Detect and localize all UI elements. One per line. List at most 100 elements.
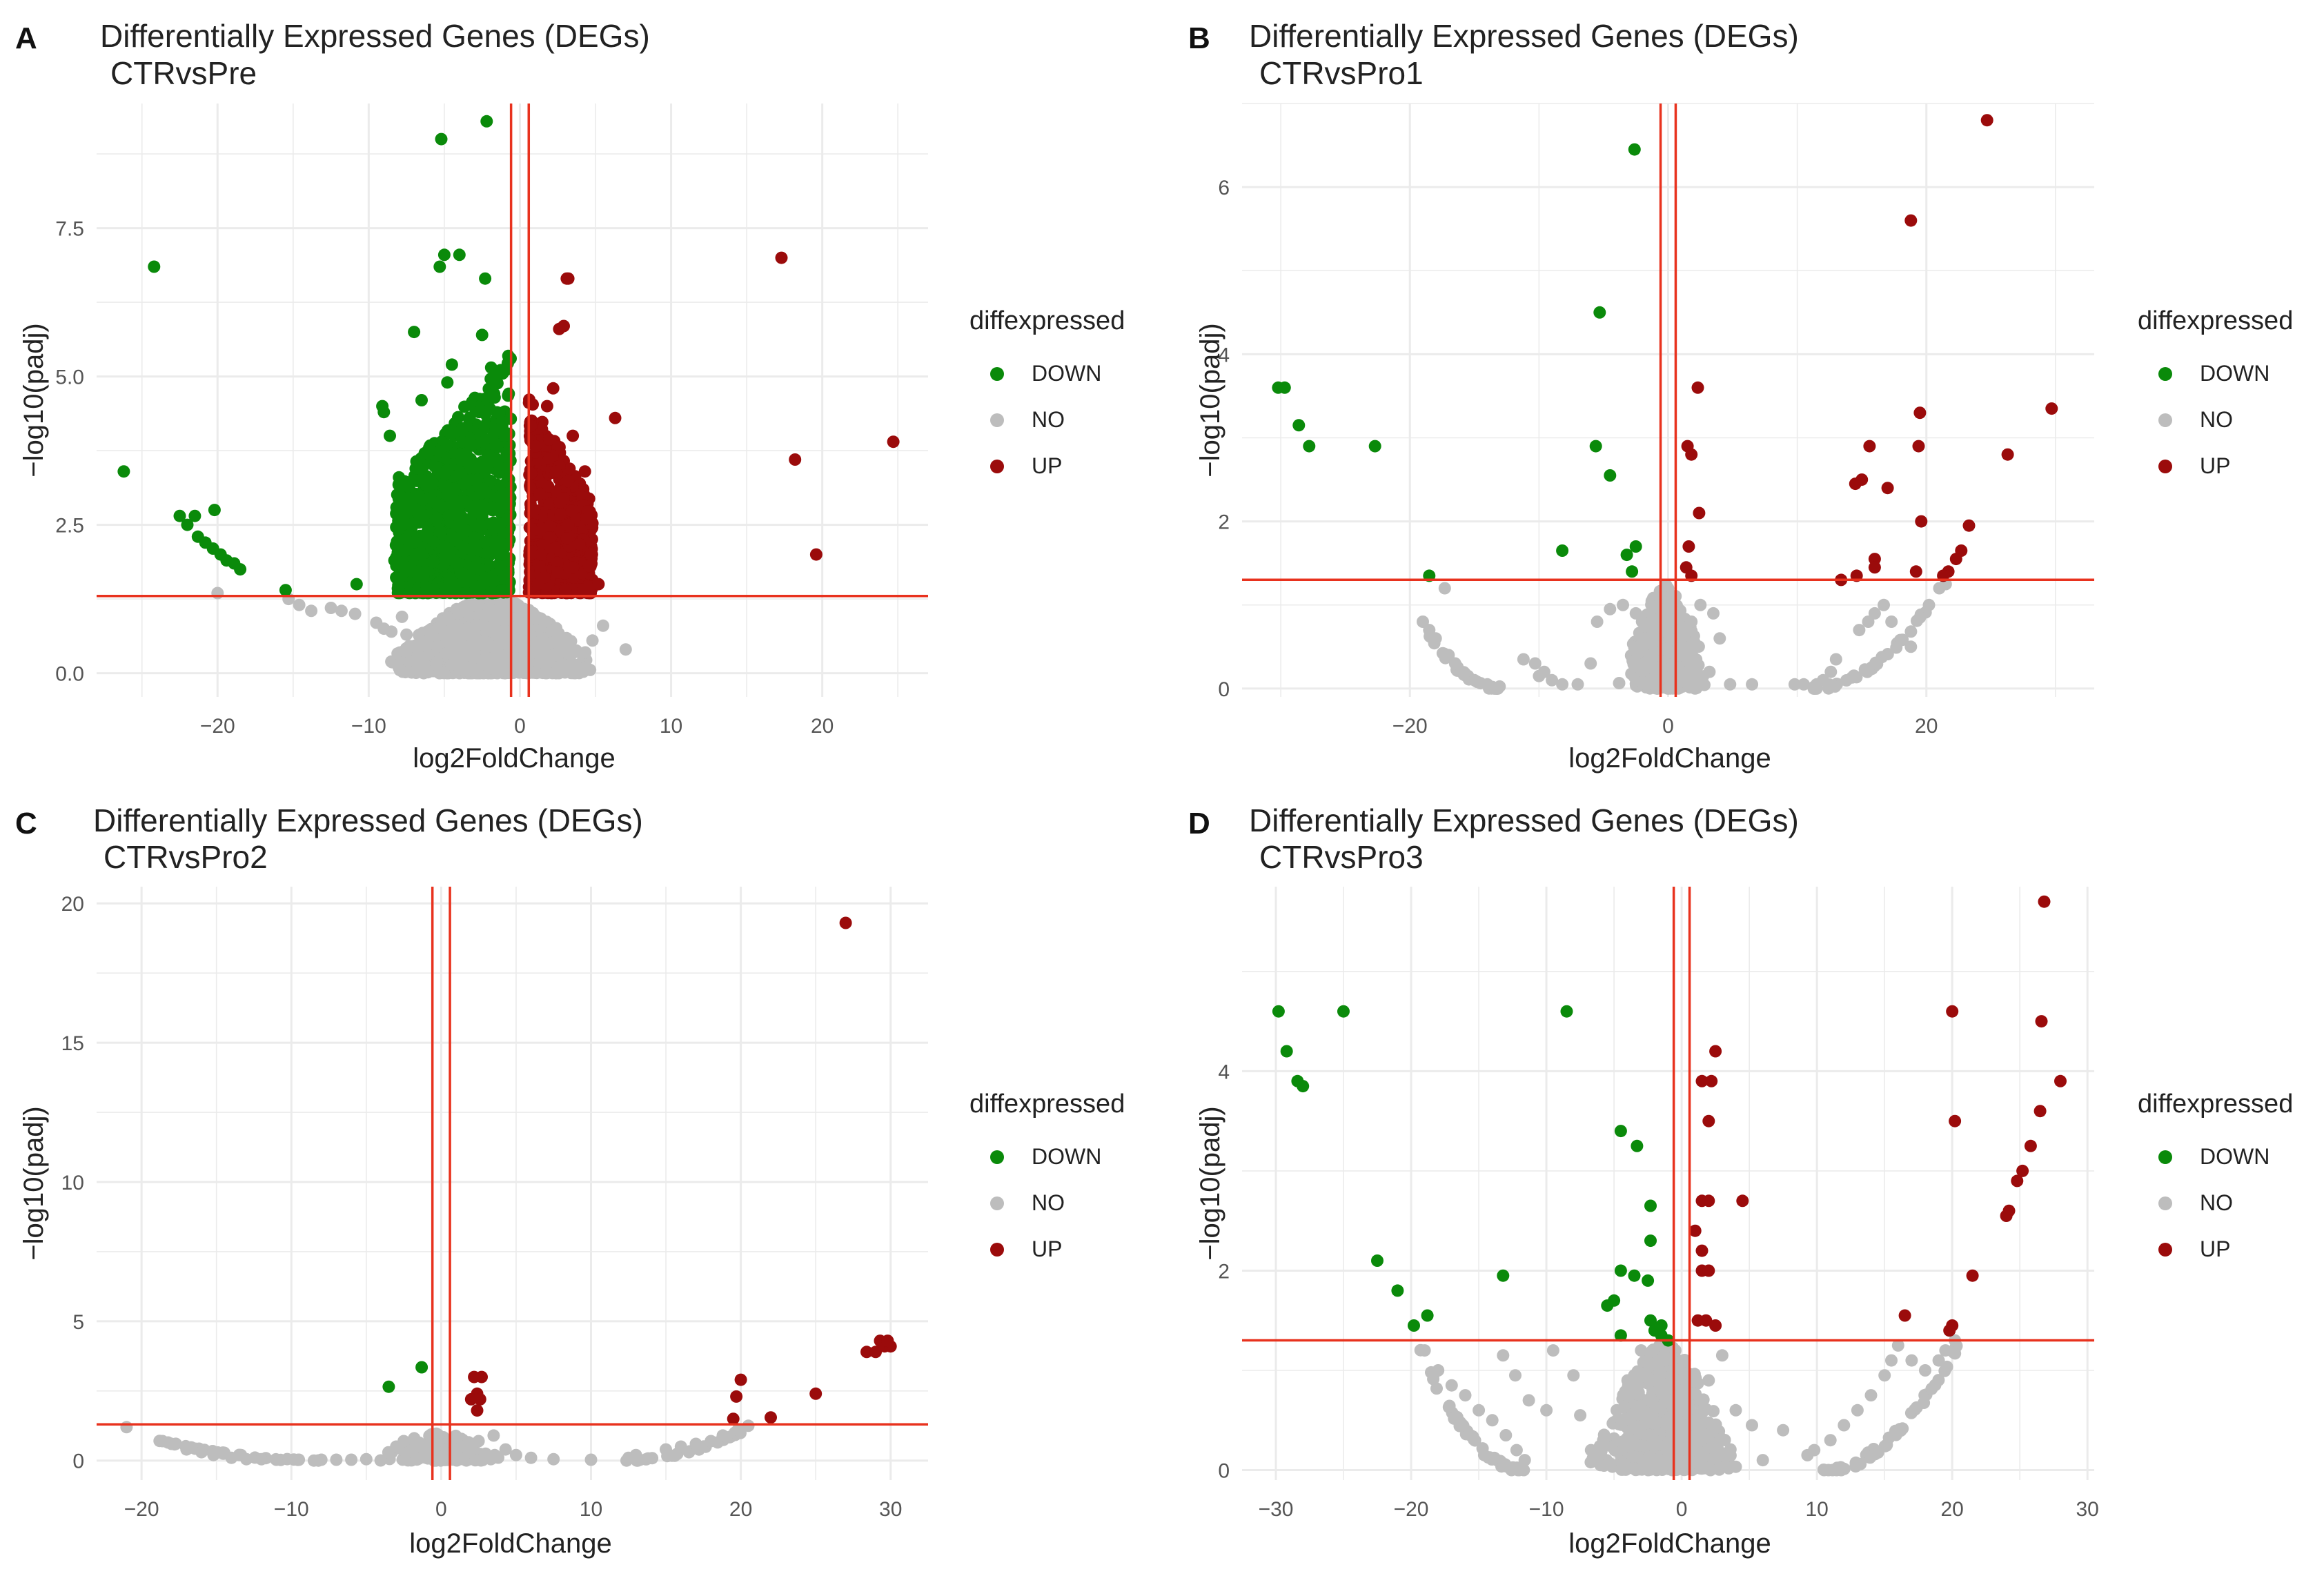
point-no: [1673, 662, 1685, 674]
y-axis-title: −log10(padj): [19, 323, 49, 477]
point-up-dense: [567, 562, 579, 574]
point-no: [717, 1429, 729, 1441]
x-tick-label: 10: [660, 715, 682, 738]
point-no: [630, 1449, 642, 1461]
point-no: [315, 1454, 328, 1466]
point-no-dense: [1628, 660, 1641, 672]
x-tick-label: 20: [811, 715, 834, 738]
x-axis-title: log2FoldChange: [409, 1528, 612, 1559]
point-down: [1279, 382, 1291, 394]
point-no-dense: [1639, 620, 1652, 633]
point-up: [1950, 553, 1962, 565]
point-no-dense: [486, 640, 498, 653]
point-no: [225, 1452, 237, 1464]
chart-title: Differentially Expressed Genes (DEGs): [100, 18, 650, 54]
point-down-dense: [469, 457, 481, 470]
point-no: [446, 647, 458, 659]
point-no-dense: [538, 615, 551, 628]
point-no: [120, 1421, 132, 1433]
chart-subtitle: CTRvsPro2: [104, 839, 268, 875]
point-down: [148, 261, 160, 273]
point-no-dense: [484, 607, 497, 619]
legend-label-no: NO: [1032, 407, 1065, 432]
point-no-dense: [1688, 682, 1701, 695]
point-no-dense: [1660, 580, 1673, 592]
point-up-dense: [544, 520, 557, 532]
point-down: [1303, 440, 1315, 453]
point-no-dense: [544, 636, 557, 649]
point-no: [551, 649, 564, 662]
point-down: [1369, 440, 1381, 453]
point-down-dense: [453, 499, 465, 511]
point-no: [1824, 666, 1837, 678]
point-no: [690, 1438, 702, 1450]
point-down: [1556, 544, 1568, 557]
point-no-dense: [1840, 674, 1853, 687]
x-tick-label: 0: [1676, 1498, 1688, 1521]
point-up: [1692, 382, 1704, 394]
point-no: [1724, 678, 1736, 691]
point-down: [435, 133, 448, 146]
point-no: [1430, 632, 1442, 644]
legend-label-down: DOWN: [1032, 1144, 1101, 1169]
chart-subtitle: CTRvsPre: [110, 55, 257, 91]
panel-letter: B: [1188, 21, 1210, 55]
point-no: [270, 1454, 283, 1466]
point-no-dense: [540, 666, 552, 678]
point-up: [547, 382, 560, 395]
point-no: [473, 1435, 485, 1448]
point-no: [180, 1444, 193, 1456]
point-no-dense: [553, 667, 565, 680]
point-down: [479, 273, 491, 285]
point-no-dense: [577, 666, 589, 678]
point-down-dense: [444, 572, 456, 584]
point-down-dense: [449, 534, 462, 546]
point-down-dense: [417, 571, 430, 583]
point-no-dense: [1684, 659, 1697, 671]
point-down: [382, 1381, 395, 1393]
chart-subtitle: CTRvsPro1: [1259, 55, 1424, 91]
y-tick-label: 10: [61, 1172, 84, 1194]
y-tick-label: 2: [1218, 511, 1230, 534]
point-up: [730, 1390, 742, 1403]
panel-letter: A: [15, 21, 37, 55]
x-tick-label: 0: [514, 715, 526, 738]
point-up: [1915, 515, 1927, 528]
point-no: [1646, 649, 1659, 661]
x-tick-label: −10: [274, 1498, 309, 1521]
point-down: [415, 394, 428, 406]
point-up-dense: [525, 467, 538, 480]
point-no-dense: [579, 647, 591, 659]
point-no: [1913, 611, 1926, 624]
point-up: [562, 273, 575, 285]
y-tick-label: 0: [72, 1450, 84, 1473]
point-no: [1617, 599, 1629, 611]
point-down-dense: [457, 422, 469, 435]
point-no-dense: [1871, 658, 1883, 670]
point-up-dense: [585, 548, 598, 560]
point-down-dense: [488, 388, 500, 400]
point-up: [735, 1374, 747, 1386]
point-down-dense: [502, 388, 515, 400]
point-no: [525, 1452, 538, 1464]
point-no: [1677, 640, 1690, 653]
point-down-dense: [424, 475, 437, 487]
y-tick-label: 5: [72, 1311, 84, 1334]
point-up: [579, 465, 591, 477]
point-up: [1685, 449, 1697, 461]
legend-label-down: DOWN: [2200, 361, 2269, 386]
point-no-dense: [1719, 1434, 1731, 1446]
point-up: [776, 252, 788, 264]
point-no: [1529, 658, 1542, 670]
x-tick-label: −20: [1392, 715, 1428, 738]
point-down-dense: [421, 531, 433, 543]
point-no: [397, 1435, 410, 1448]
y-tick-label: 2.5: [55, 515, 84, 538]
point-down-dense: [454, 448, 466, 460]
point-down-dense: [457, 569, 470, 581]
point-down-dense: [479, 572, 491, 584]
point-no: [305, 604, 317, 617]
point-no: [325, 602, 337, 614]
point-down: [480, 115, 493, 128]
